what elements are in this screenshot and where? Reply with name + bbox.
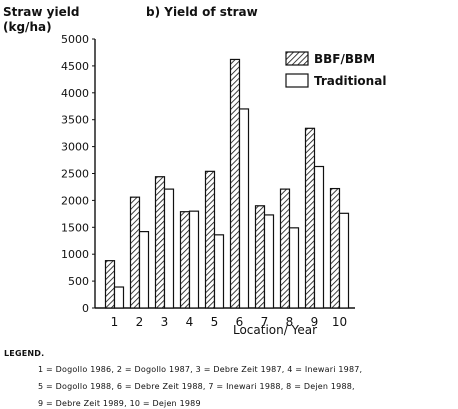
y-axis-label-line2: (kg/ha): [3, 20, 52, 34]
bar-bbf-bbm: [304, 127, 316, 309]
x-tick-label: 6: [236, 315, 244, 329]
x-tick-label: 8: [286, 315, 294, 329]
bar-traditional: [338, 212, 350, 309]
bar-traditional: [138, 231, 150, 309]
bar-traditional: [163, 188, 175, 309]
legend-swatch: [285, 51, 309, 66]
x-tick-label: 1: [111, 315, 119, 329]
y-tick-label: 3000: [61, 141, 89, 154]
y-tick-label: 4000: [61, 87, 89, 100]
bar-bbf-bbm: [204, 170, 216, 309]
legend-line-1: 1 = Dogollo 1986, 2 = Dogollo 1987, 3 = …: [38, 365, 363, 374]
x-tick-label: 5: [211, 315, 219, 329]
y-tick-label: 0: [82, 302, 89, 315]
bars: 1 2 3 4 5 6 7 8 9 10: [104, 58, 350, 329]
bar-bbf-bbm: [254, 205, 266, 309]
y-tick-label: 500: [68, 275, 89, 288]
legend-label: Traditional: [314, 74, 386, 88]
bar-bbf-bbm: [129, 196, 141, 309]
bar-traditional: [313, 165, 325, 309]
bar-traditional: [213, 234, 225, 309]
legend-line-3: 9 = Debre Zeit 1989, 10 = Dejen 1989: [38, 399, 201, 408]
y-tick-label: 1500: [61, 221, 89, 234]
bar-traditional: [288, 227, 300, 309]
x-tick-label: 4: [186, 315, 194, 329]
chart-title: b) Yield of straw: [146, 5, 258, 19]
bar-bbf-bbm: [179, 211, 191, 309]
x-tick-label: 2: [136, 315, 144, 329]
bar-bbf-bbm: [154, 176, 166, 309]
x-axis-label: Location/ Year: [233, 323, 317, 337]
chart-legend: BBF/BBM Traditional: [285, 51, 386, 88]
axes: 0 500 1000 1500 2000 2500 3000 3500 4000 4500 5000: [61, 33, 355, 315]
bar-traditional: [238, 108, 250, 309]
y-tick-label: 3500: [61, 114, 89, 127]
straw-yield-chart: Straw yield (kg/ha) b) Yield of straw Lo…: [3, 5, 386, 337]
x-tick-label: 10: [332, 315, 347, 329]
bar-traditional: [113, 286, 125, 309]
y-tick-label: 5000: [61, 33, 89, 46]
legend-line-2: 5 = Dogollo 1988, 6 = Debre Zeit 1988, 7…: [38, 382, 355, 391]
bar-bbf-bbm: [104, 260, 116, 309]
legend-label: BBF/BBM: [314, 52, 375, 66]
y-tick-label: 2500: [61, 168, 89, 181]
bar-traditional: [263, 214, 275, 309]
bar-bbf-bbm: [279, 188, 291, 309]
y-axis-label-line1: Straw yield: [3, 5, 79, 19]
x-tick-label: 9: [311, 315, 319, 329]
legend-swatch: [285, 73, 309, 88]
bar-bbf-bbm: [229, 58, 241, 309]
bar-bbf-bbm: [329, 187, 341, 309]
x-tick-label: 3: [161, 315, 169, 329]
bar-traditional: [188, 210, 200, 309]
y-tick-label: 4500: [61, 60, 89, 73]
y-tick-label: 1000: [61, 248, 89, 261]
y-tick-label: 2000: [61, 194, 89, 207]
legend-title: LEGEND.: [4, 349, 45, 358]
x-tick-label: 7: [261, 315, 269, 329]
